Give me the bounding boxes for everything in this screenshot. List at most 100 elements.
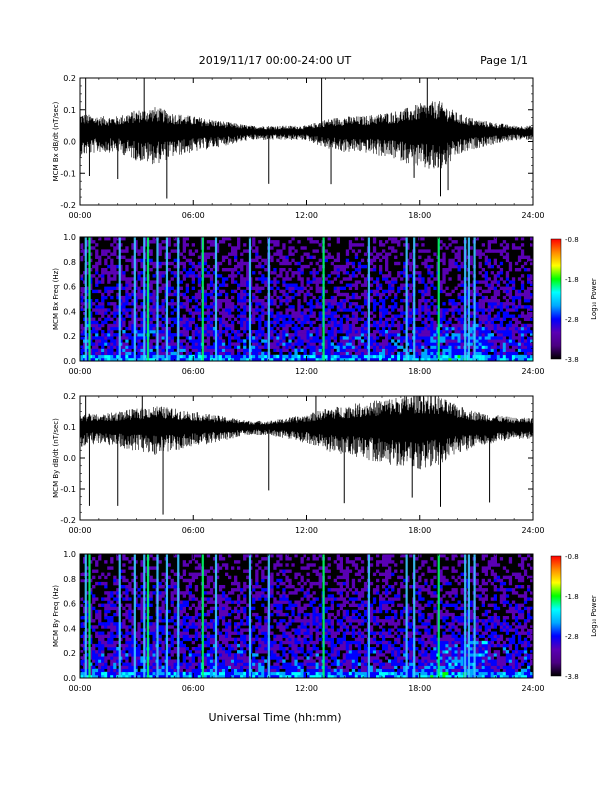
spectrogram-cell bbox=[354, 320, 359, 325]
spectrogram-cell bbox=[315, 283, 319, 287]
spectrogram-cell bbox=[197, 600, 202, 604]
spectrogram-cell bbox=[523, 342, 528, 346]
spectrogram-cell bbox=[209, 283, 214, 287]
spectrogram-cell bbox=[418, 339, 422, 343]
spectrogram-cell bbox=[496, 314, 501, 318]
spectrogram-cell bbox=[110, 643, 114, 648]
spectrogram-cell bbox=[330, 302, 334, 306]
spectrogram-cell bbox=[185, 631, 189, 635]
spectrogram-cell bbox=[206, 292, 211, 297]
spectrogram-cell bbox=[418, 317, 422, 321]
spectrogram-cell bbox=[487, 330, 491, 334]
spectrogram-cell bbox=[185, 591, 189, 595]
spectrogram-cell bbox=[161, 336, 165, 340]
spectrogram-cell bbox=[490, 357, 494, 362]
spectrogram-cell bbox=[179, 320, 183, 325]
spectrogram-cell bbox=[261, 345, 265, 349]
spectrogram-cell bbox=[424, 357, 428, 362]
spectrogram-cell bbox=[303, 351, 307, 356]
spectrogram-cell bbox=[294, 286, 298, 290]
spectrogram-cell bbox=[158, 354, 162, 359]
spectrogram-cell bbox=[125, 659, 129, 663]
spectrogram-cell bbox=[246, 323, 250, 328]
spectrogram-cell bbox=[327, 305, 331, 309]
spectrogram-cell bbox=[348, 351, 353, 356]
spectrogram-cell bbox=[131, 317, 135, 321]
spectrogram-cell bbox=[203, 292, 208, 297]
spectrogram-cell bbox=[478, 314, 482, 318]
spectrogram-cell bbox=[237, 237, 241, 241]
spectrogram-cell bbox=[309, 314, 313, 318]
spectrogram-cell bbox=[98, 609, 102, 614]
spectrogram-cell bbox=[86, 286, 90, 290]
spectrogram-cell bbox=[351, 330, 356, 334]
spectrogram-cell bbox=[264, 354, 268, 359]
spectrogram-cell bbox=[276, 354, 280, 359]
spectrogram-cell bbox=[185, 600, 189, 604]
spectrogram-cell bbox=[158, 628, 162, 632]
spectrogram-cell bbox=[89, 351, 93, 356]
spectrogram-cell bbox=[300, 354, 304, 359]
spectrogram-cell bbox=[125, 591, 129, 595]
spectrogram-cell bbox=[122, 336, 126, 340]
spectrogram-cell bbox=[194, 554, 199, 558]
spectrogram-cell bbox=[333, 336, 337, 340]
spectrogram-cell bbox=[221, 240, 226, 244]
spectrogram-cell bbox=[457, 311, 461, 315]
spectrogram-cell bbox=[122, 237, 126, 241]
spectrogram-cell bbox=[493, 348, 497, 352]
spectrogram-cell bbox=[394, 354, 398, 359]
spectrogram-cell bbox=[345, 271, 350, 275]
spectrogram-cell bbox=[372, 289, 377, 294]
spectrogram-cell bbox=[104, 317, 108, 321]
spectrogram-cell bbox=[92, 330, 96, 334]
spectrogram-cell bbox=[116, 656, 120, 660]
spectrogram-cell bbox=[258, 299, 262, 303]
spectrogram-cell bbox=[98, 674, 102, 679]
spectrogram-cell bbox=[484, 271, 488, 275]
spectrogram-cell bbox=[261, 339, 265, 343]
spectrogram-cell bbox=[300, 271, 304, 275]
spectrogram-cell bbox=[104, 342, 108, 346]
spectrogram-cell bbox=[508, 261, 513, 266]
spectrogram-cell bbox=[131, 671, 135, 676]
spectrogram-cell bbox=[92, 317, 96, 321]
x-tick-label: 06:00 bbox=[182, 211, 205, 220]
spectrogram-cell bbox=[89, 619, 93, 623]
spectrogram-cell bbox=[312, 336, 316, 340]
spectrogram-cell bbox=[86, 634, 90, 638]
spectrogram-cell bbox=[502, 339, 507, 343]
spectrogram-cell bbox=[264, 268, 268, 272]
spectrogram-cell bbox=[152, 280, 156, 284]
spectrogram-cell bbox=[297, 320, 301, 325]
spectrogram-cell bbox=[182, 659, 186, 663]
spectrogram-cell bbox=[520, 237, 525, 241]
spectrogram-cell bbox=[237, 330, 241, 334]
spectrogram-cell bbox=[203, 317, 208, 321]
spectrogram-cell bbox=[376, 345, 380, 349]
spectrogram-cell bbox=[360, 274, 365, 278]
spectrogram-cell bbox=[92, 274, 96, 278]
spectrogram-cell bbox=[167, 348, 171, 352]
spectrogram-cell bbox=[300, 264, 304, 269]
spectrogram-cell bbox=[170, 261, 174, 266]
spectrogram-cell bbox=[149, 286, 153, 290]
spectrogram-cell bbox=[261, 308, 265, 312]
spectrogram-cell bbox=[279, 252, 283, 256]
spectrogram-cell bbox=[385, 258, 389, 263]
spectrogram-cell bbox=[104, 616, 108, 620]
spectrogram-cell bbox=[125, 653, 129, 657]
spectrogram-cell bbox=[372, 292, 377, 297]
spectrogram-cell bbox=[339, 354, 343, 359]
spectrogram-cell bbox=[170, 305, 174, 309]
spectrogram-cell bbox=[481, 354, 485, 359]
spectrogram-cell bbox=[285, 314, 289, 318]
spectrogram-cell bbox=[104, 609, 108, 614]
spectrogram-cell bbox=[191, 572, 195, 576]
spectrogram-cell bbox=[218, 289, 223, 294]
spectrogram-cell bbox=[514, 237, 519, 241]
spectrogram-cell bbox=[95, 268, 99, 272]
spectrogram-cell bbox=[209, 348, 214, 352]
spectrogram-cell bbox=[351, 311, 356, 315]
spectrogram-cell bbox=[110, 326, 114, 331]
